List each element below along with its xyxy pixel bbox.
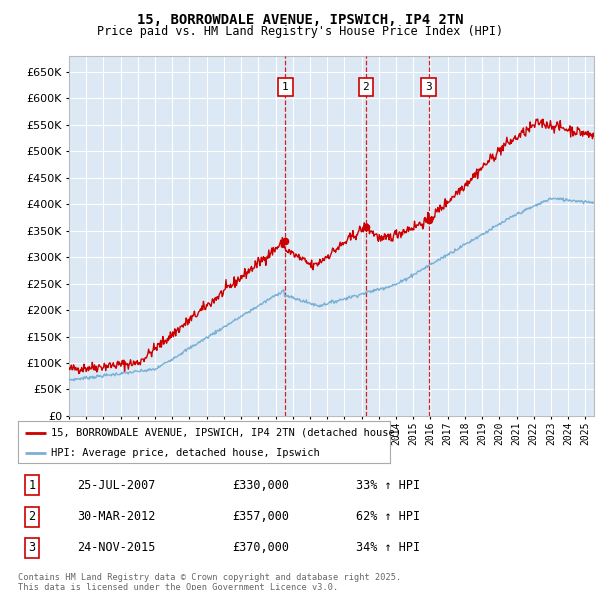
Text: £370,000: £370,000	[232, 541, 289, 554]
Text: 3: 3	[29, 541, 35, 554]
Text: 3: 3	[425, 82, 432, 92]
Text: 2: 2	[362, 82, 370, 92]
Text: 15, BORROWDALE AVENUE, IPSWICH, IP4 2TN (detached house): 15, BORROWDALE AVENUE, IPSWICH, IP4 2TN …	[52, 428, 401, 438]
Text: HPI: Average price, detached house, Ipswich: HPI: Average price, detached house, Ipsw…	[52, 448, 320, 457]
Text: 1: 1	[29, 479, 35, 492]
Text: 25-JUL-2007: 25-JUL-2007	[77, 479, 155, 492]
Text: Contains HM Land Registry data © Crown copyright and database right 2025.: Contains HM Land Registry data © Crown c…	[18, 573, 401, 582]
Text: This data is licensed under the Open Government Licence v3.0.: This data is licensed under the Open Gov…	[18, 583, 338, 590]
Text: 2: 2	[29, 510, 35, 523]
Text: 34% ↑ HPI: 34% ↑ HPI	[356, 541, 421, 554]
Text: Price paid vs. HM Land Registry's House Price Index (HPI): Price paid vs. HM Land Registry's House …	[97, 25, 503, 38]
Text: 24-NOV-2015: 24-NOV-2015	[77, 541, 155, 554]
Text: 15, BORROWDALE AVENUE, IPSWICH, IP4 2TN: 15, BORROWDALE AVENUE, IPSWICH, IP4 2TN	[137, 13, 463, 27]
Text: 62% ↑ HPI: 62% ↑ HPI	[356, 510, 421, 523]
Text: £330,000: £330,000	[232, 479, 289, 492]
Text: £357,000: £357,000	[232, 510, 289, 523]
Text: 1: 1	[282, 82, 289, 92]
Text: 30-MAR-2012: 30-MAR-2012	[77, 510, 155, 523]
Text: 33% ↑ HPI: 33% ↑ HPI	[356, 479, 421, 492]
